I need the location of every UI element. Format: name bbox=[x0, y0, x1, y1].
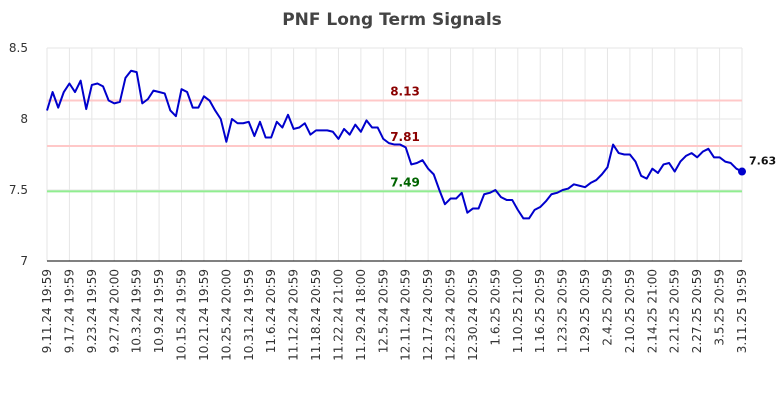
x-tick-label: 10.25.24 20:00 bbox=[219, 269, 233, 361]
x-tick-label: 1.10.25 21:00 bbox=[511, 269, 525, 353]
x-tick-label: 11.18.24 20:59 bbox=[309, 269, 323, 361]
y-tick-label: 7.5 bbox=[9, 183, 28, 197]
x-tick-label: 2.10.25 20:59 bbox=[623, 269, 637, 353]
last-value-label: 7.63 bbox=[749, 155, 776, 168]
chart-title: PNF Long Term Signals bbox=[282, 10, 502, 30]
x-tick-label: 1.29.25 20:59 bbox=[578, 269, 592, 353]
x-tick-label: 11.22.24 21:00 bbox=[331, 269, 345, 361]
y-tick-label: 8.5 bbox=[9, 41, 28, 55]
x-tick-label: 12.17.24 20:59 bbox=[421, 269, 435, 361]
x-tick-label: 10.3.24 19:59 bbox=[130, 269, 144, 353]
x-tick-label: 2.4.25 20:59 bbox=[600, 269, 614, 346]
x-tick-label: 3.5.25 20:59 bbox=[713, 269, 727, 346]
x-tick-label: 1.23.25 20:59 bbox=[556, 269, 570, 353]
resistance-level-label: 7.81 bbox=[390, 130, 420, 144]
last-point-marker bbox=[738, 167, 746, 176]
price-series-line bbox=[46, 69, 743, 220]
x-tick-label: 9.23.24 19:59 bbox=[85, 269, 99, 353]
x-tick-label: 11.6.24 20:59 bbox=[264, 269, 278, 353]
x-tick-label: 10.21.24 19:59 bbox=[197, 269, 211, 361]
y-tick-label: 7 bbox=[20, 254, 28, 268]
x-tick-label: 11.12.24 20:59 bbox=[287, 269, 301, 361]
x-tick-label: 10.15.24 19:59 bbox=[175, 269, 189, 361]
x-tick-label: 1.6.25 20:59 bbox=[488, 269, 502, 346]
y-tick-label: 8 bbox=[20, 112, 28, 126]
x-tick-label: 2.14.25 21:00 bbox=[645, 269, 659, 353]
x-tick-label: 9.17.24 19:59 bbox=[62, 269, 76, 353]
support-level-label: 7.49 bbox=[390, 175, 420, 189]
x-tick-label: 1.16.25 20:59 bbox=[533, 269, 547, 353]
x-tick-label: 9.11.24 19:59 bbox=[40, 269, 54, 353]
x-tick-label: 12.30.24 20:59 bbox=[466, 269, 480, 361]
x-tick-label: 3.11.25 19:59 bbox=[735, 269, 749, 353]
x-tick-label: 11.29.24 18:00 bbox=[354, 269, 368, 361]
x-tick-label: 2.27.25 20:59 bbox=[690, 269, 704, 353]
x-tick-label: 10.9.24 19:59 bbox=[152, 269, 166, 353]
x-tick-label: 12.11.24 20:59 bbox=[399, 269, 413, 361]
x-tick-label: 9.27.24 20:00 bbox=[107, 269, 121, 353]
x-tick-label: 12.23.24 20:59 bbox=[444, 269, 458, 361]
resistance-level-label: 8.13 bbox=[390, 85, 420, 99]
x-tick-label: 2.21.25 20:59 bbox=[668, 269, 682, 353]
x-tick-label: 12.5.24 20:59 bbox=[376, 269, 390, 353]
x-tick-label: 10.31.24 19:59 bbox=[242, 269, 256, 361]
